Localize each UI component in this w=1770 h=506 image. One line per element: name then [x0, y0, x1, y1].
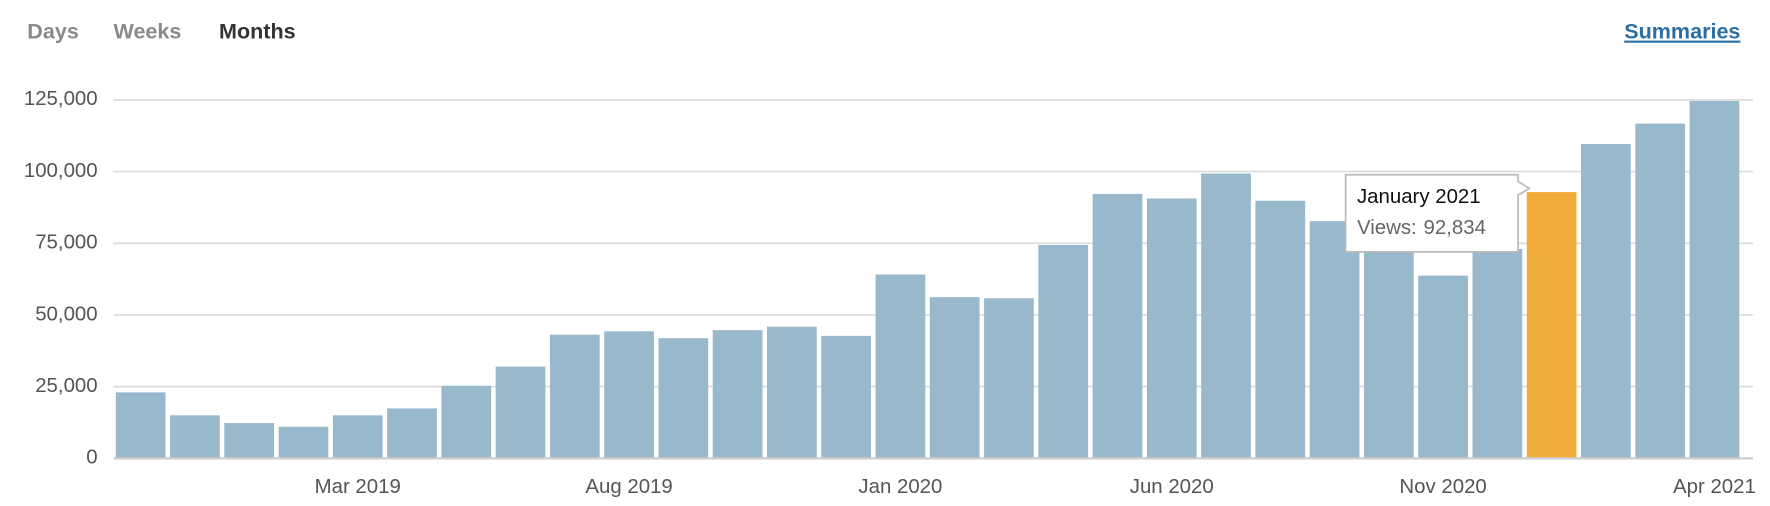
- y-tick-label: 0: [86, 447, 97, 469]
- tooltip: January 2021 Views: 92,834: [1344, 173, 1532, 253]
- y-tick-label: 125,000: [24, 88, 98, 110]
- bar: [1689, 100, 1740, 459]
- bar: [441, 385, 492, 459]
- tooltip-box: [1344, 173, 1532, 253]
- bar: [115, 392, 166, 459]
- plot: 0 25,000 50,000 75,000 100,000 125,000 Mar 201…: [24, 88, 1756, 498]
- tooltip-title: January 2021: [1357, 186, 1481, 208]
- bar: [1038, 244, 1089, 459]
- x-tick-label: Mar 2019: [315, 476, 401, 498]
- x-tick-label: Apr 2021: [1673, 476, 1756, 498]
- x-tick-label: Aug 2019: [585, 476, 672, 498]
- bar: [1472, 248, 1523, 459]
- bar: [658, 338, 709, 459]
- y-tick-label: 50,000: [35, 303, 97, 325]
- tab-months[interactable]: Months: [219, 19, 296, 44]
- bar: [224, 423, 275, 459]
- y-tick-label: 75,000: [35, 232, 97, 254]
- bar: [549, 334, 600, 459]
- bar: [387, 408, 437, 459]
- bar: [984, 298, 1034, 459]
- bar: [767, 326, 817, 459]
- bar: [1309, 221, 1360, 459]
- bar: [712, 330, 763, 459]
- tab-weeks[interactable]: Weeks: [114, 19, 182, 44]
- bar: [278, 426, 329, 459]
- tooltip-value: Views: 92,834: [1357, 218, 1486, 240]
- bar: [495, 366, 546, 459]
- bar: [875, 274, 926, 459]
- bar: [1255, 200, 1306, 459]
- bar: [1635, 123, 1686, 459]
- bar: [1201, 173, 1251, 459]
- bar: [1418, 275, 1468, 459]
- bar: [1581, 144, 1631, 459]
- x-tick-label: Jan 2020: [858, 476, 942, 498]
- y-tick-label: 25,000: [35, 375, 97, 397]
- summaries-link[interactable]: Summaries: [1624, 19, 1740, 44]
- bar: [170, 415, 220, 459]
- x-tick-label: Jun 2020: [1130, 476, 1214, 498]
- bar: [929, 297, 980, 459]
- x-tick-label: Nov 2020: [1399, 476, 1486, 498]
- bar-highlighted: [1526, 192, 1577, 459]
- tooltip-number: 92,834: [1424, 218, 1486, 240]
- bar: [604, 331, 654, 459]
- bar: [821, 335, 872, 459]
- tooltip-label: Views:: [1357, 218, 1417, 240]
- bar: [1363, 243, 1414, 459]
- tab-days[interactable]: Days: [27, 19, 79, 44]
- y-tick-label: 100,000: [24, 160, 98, 182]
- bar: [1146, 198, 1197, 459]
- bar: [1092, 193, 1143, 459]
- bar: [332, 415, 383, 459]
